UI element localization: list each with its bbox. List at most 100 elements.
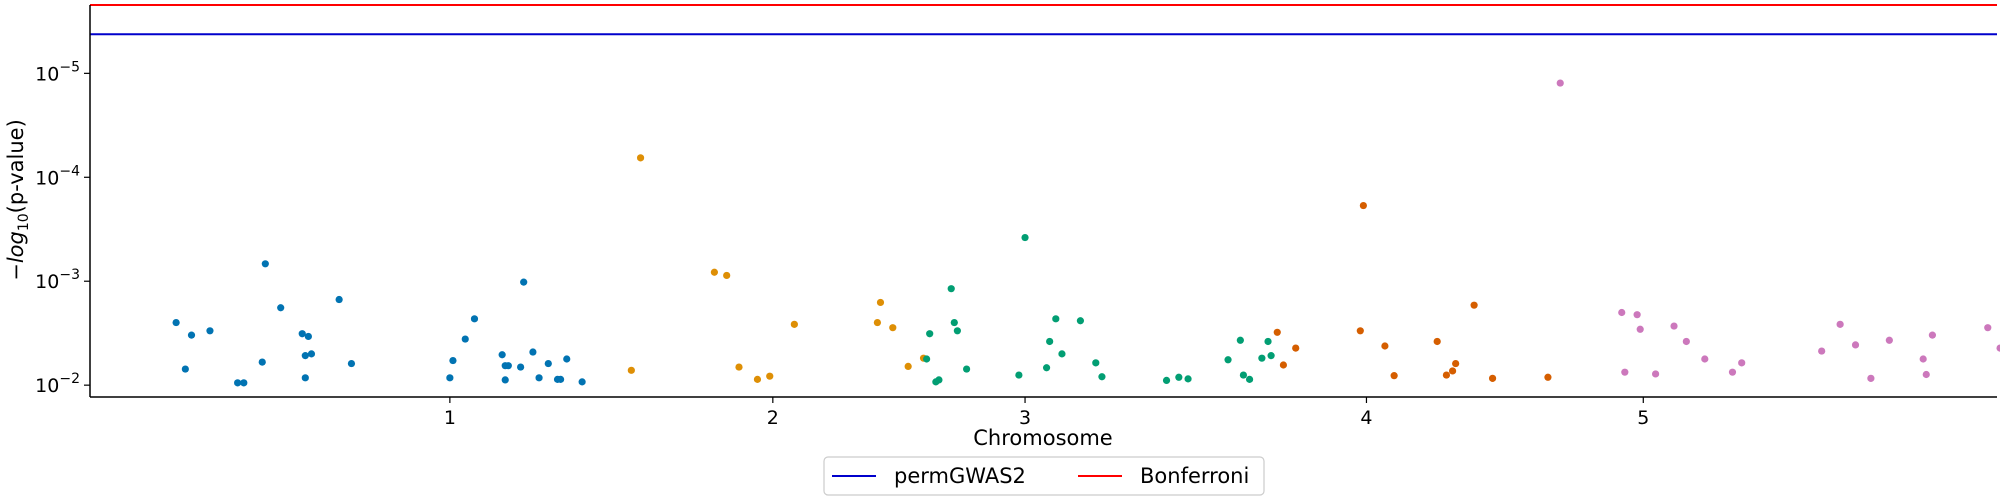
snp-point	[206, 327, 214, 335]
snp-point	[1470, 301, 1478, 309]
snp-point	[1701, 355, 1709, 363]
x-tick-label: 4	[1360, 407, 1372, 429]
y-tick-label: 10−3	[35, 267, 80, 293]
snp-point	[1544, 373, 1552, 381]
snp-point	[1224, 356, 1232, 364]
snp-point	[1922, 370, 1930, 379]
snp-point	[544, 359, 552, 368]
snp-point	[446, 374, 454, 382]
x-tick-label: 5	[1637, 407, 1649, 429]
snp-point	[1448, 367, 1457, 375]
snp-point	[627, 366, 635, 374]
snp-point	[1488, 374, 1497, 382]
snp-point	[1867, 374, 1875, 382]
snp-point	[261, 260, 269, 268]
y-tick-label: 10−5	[35, 59, 80, 85]
snp-point	[1239, 371, 1248, 379]
snp-point	[535, 374, 543, 382]
snp-point	[636, 154, 645, 162]
snp-point	[181, 365, 189, 373]
snp-point	[735, 363, 743, 371]
snp-point	[258, 358, 266, 366]
y-tick-label: 10−2	[35, 371, 80, 397]
snp-point	[1175, 373, 1183, 381]
y-axis-label-log: log	[4, 231, 28, 263]
x-tick-label: 3	[1019, 407, 1031, 429]
snp-point	[1292, 344, 1300, 352]
snp-point	[1452, 359, 1460, 368]
snp-point	[1433, 337, 1441, 346]
snp-point	[1015, 371, 1023, 379]
snp-point	[1046, 337, 1054, 346]
snp-point	[926, 330, 934, 338]
snp-point	[1682, 337, 1690, 346]
x-tick-label: 1	[444, 407, 456, 429]
snp-point	[1052, 315, 1060, 323]
legend-label-bonferroni: Bonferroni	[1140, 464, 1249, 488]
snp-point	[1076, 317, 1085, 325]
snp-point	[1258, 354, 1266, 362]
snp-point	[234, 379, 242, 387]
snp-point	[1984, 324, 1992, 332]
snp-point	[1356, 327, 1364, 335]
y-axis-label-suffix: (p-value)	[4, 119, 28, 213]
snp-point	[240, 379, 248, 387]
y-axis-label-sub: 10	[16, 213, 32, 231]
snp-point	[1670, 322, 1678, 330]
snp-point	[1728, 368, 1737, 376]
snp-point	[1184, 375, 1192, 383]
snp-point	[1390, 372, 1398, 380]
snp-point	[1621, 368, 1629, 376]
snp-point	[529, 348, 537, 356]
snp-point	[1618, 308, 1626, 317]
snp-point	[187, 331, 196, 339]
snp-point	[876, 298, 885, 307]
snp-point	[335, 295, 343, 304]
y-axis-label: −log10(p-value)	[4, 119, 32, 281]
snp-point	[1058, 350, 1066, 358]
snp-point	[1556, 79, 1564, 87]
snp-point	[563, 355, 571, 363]
snp-point	[1836, 320, 1844, 328]
snp-point	[1381, 342, 1389, 350]
snp-point	[1928, 331, 1937, 339]
snp-point	[520, 278, 528, 286]
x-ticks: 1 2 3 4 5	[444, 397, 1649, 429]
snp-point	[307, 350, 316, 358]
snp-point	[923, 355, 931, 363]
legend-frame	[823, 456, 1265, 496]
snp-point	[556, 375, 565, 383]
snp-point	[1851, 341, 1860, 349]
snp-point	[1273, 328, 1281, 336]
snp-point	[172, 318, 180, 327]
snp-point	[1738, 359, 1746, 367]
snp-point	[1236, 336, 1244, 344]
y-axis-label-prefix: −	[4, 263, 28, 281]
x-axis-label: Chromosome	[973, 426, 1112, 450]
snp-point	[470, 315, 479, 323]
snp-point	[1885, 336, 1893, 344]
snp-point	[1264, 337, 1272, 346]
snp-point	[950, 318, 958, 327]
snp-point	[1245, 375, 1254, 383]
snp-point	[1651, 370, 1660, 378]
snp-point	[578, 378, 586, 386]
snp-point	[1267, 352, 1275, 360]
snp-point	[710, 268, 718, 276]
snp-point	[1042, 364, 1051, 372]
snp-point	[753, 375, 762, 383]
snp-points	[172, 79, 2000, 387]
snp-point	[873, 318, 882, 327]
snp-point	[1633, 311, 1641, 319]
snp-point	[766, 372, 774, 380]
snp-point	[1162, 376, 1171, 385]
snp-point	[298, 330, 306, 338]
snp-point	[889, 324, 897, 332]
snp-point	[963, 365, 971, 373]
snp-point	[904, 362, 912, 371]
axes	[89, 5, 1997, 398]
snp-point	[301, 374, 309, 382]
snp-point	[953, 327, 961, 335]
snp-point	[947, 285, 955, 293]
